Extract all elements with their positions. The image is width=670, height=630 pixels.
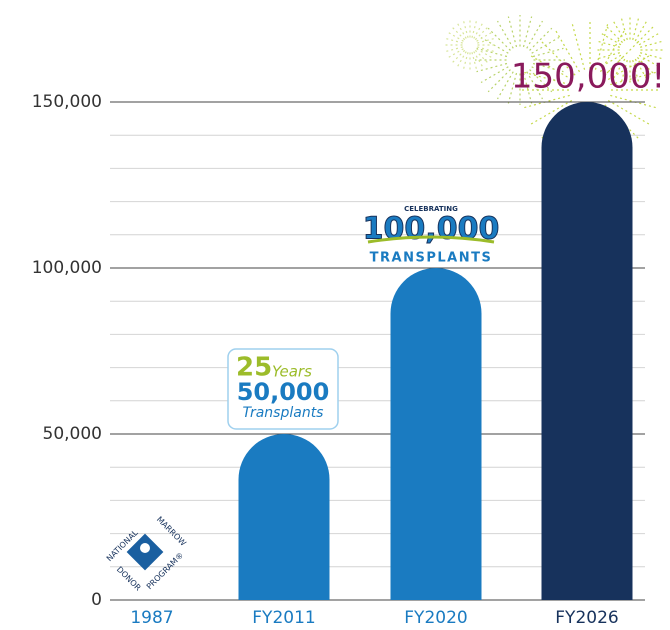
badge-25-years: 25 Years 50,000 Transplants xyxy=(227,348,339,430)
firework-ray xyxy=(604,104,640,140)
firework-ray xyxy=(529,69,553,93)
firework-ray xyxy=(634,19,649,42)
y-tick-label: 100,000 xyxy=(32,258,102,278)
y-tick-label: 50,000 xyxy=(43,424,102,444)
firework-ray xyxy=(526,71,544,100)
firework-ray xyxy=(531,36,560,54)
firework-ray xyxy=(522,71,570,86)
firework-ray xyxy=(637,57,656,76)
firework-ray xyxy=(529,27,553,51)
firework-ray xyxy=(604,24,623,43)
firework-ray xyxy=(599,29,626,73)
firework-ray xyxy=(456,51,467,67)
logo: NATIONAL MARROW DONOR PROGRAM® xyxy=(105,515,188,593)
badge-word: Years xyxy=(272,363,312,381)
firework-ray xyxy=(607,54,651,81)
firework-ray xyxy=(637,24,656,43)
firework-ray xyxy=(611,58,626,81)
firework-ray xyxy=(599,31,622,46)
firework-ray xyxy=(522,16,533,48)
logo-text: DONOR xyxy=(115,565,143,593)
badge-caption: TRANSPLANTS xyxy=(370,251,493,266)
firework-ray xyxy=(554,29,581,73)
badge-count: 50,000 xyxy=(237,378,330,406)
firework-ray xyxy=(448,31,464,42)
firework-ray xyxy=(456,23,467,39)
firework-ray xyxy=(529,99,573,126)
firework-ray xyxy=(496,20,514,49)
firework-ray xyxy=(445,46,463,53)
firework-ray xyxy=(531,66,560,84)
firework-ray xyxy=(445,37,463,44)
x-tick-label: 1987 xyxy=(130,608,173,628)
firework-ray xyxy=(471,52,478,70)
bar xyxy=(541,102,633,601)
firework-ray xyxy=(522,94,570,109)
logo-flower xyxy=(140,543,150,553)
firework-ray xyxy=(487,27,511,51)
firework-ray xyxy=(604,57,623,76)
firework-ray xyxy=(610,94,658,109)
firework-ray xyxy=(477,46,495,53)
firework-ray xyxy=(473,51,484,67)
firework-ray xyxy=(476,47,508,58)
firework-ray xyxy=(462,52,469,70)
firework-ray xyxy=(604,40,640,76)
firework-ray xyxy=(532,47,564,58)
firework-ray xyxy=(599,54,622,69)
badge-number: 25 xyxy=(236,353,272,383)
firework-ray xyxy=(480,66,509,84)
firework-ray xyxy=(596,52,621,60)
fireworks xyxy=(445,15,665,160)
firework-ray xyxy=(639,40,664,48)
badge-caption: Transplants xyxy=(243,405,324,421)
firework-ray xyxy=(611,19,626,42)
firework-ray xyxy=(620,16,628,41)
firework-ray xyxy=(632,59,640,84)
x-tick-label: FY2020 xyxy=(404,608,467,628)
logo-text: MARROW xyxy=(155,515,188,548)
firework-ray xyxy=(496,71,514,100)
firework-ray xyxy=(522,72,533,104)
firework-ray xyxy=(480,36,509,54)
firework-ray xyxy=(594,22,609,70)
firework-ray xyxy=(607,99,651,126)
firework-ray xyxy=(634,58,649,81)
badge-100000: CELEBRATING 100,000 TRANSPLANTS xyxy=(362,205,500,266)
firework-ray xyxy=(507,72,518,104)
firework-ray xyxy=(532,62,564,73)
firework-ray xyxy=(529,54,573,81)
badge-swoosh xyxy=(367,235,495,244)
firework-ray xyxy=(462,20,469,38)
bar xyxy=(238,434,330,600)
y-tick-label: 0 xyxy=(91,590,102,610)
badge-top: CELEBRATING xyxy=(404,205,458,213)
firework-ray xyxy=(620,59,628,84)
firework-ray xyxy=(476,48,492,59)
firework-ray xyxy=(473,23,484,39)
firework-ray xyxy=(471,20,478,38)
firework-ray xyxy=(487,69,511,93)
firework-ray xyxy=(571,22,586,70)
highlight-label: 150,000! xyxy=(511,57,665,97)
bar xyxy=(390,268,482,600)
firework-ray xyxy=(476,31,492,42)
firework-ray xyxy=(596,40,621,48)
firework-ray xyxy=(632,16,640,41)
firework-ray xyxy=(507,16,518,48)
firework-ray xyxy=(639,52,664,60)
firework-ray xyxy=(638,31,661,46)
x-tick-label: FY2011 xyxy=(252,608,315,628)
firework-ray xyxy=(540,40,576,76)
plot: 0 50,000 100,000 150,000 1987 FY2011 FY2020 FY2… xyxy=(32,92,645,628)
x-tick-label: FY2026 xyxy=(555,608,618,628)
firework-ray xyxy=(448,48,464,59)
firework-ray xyxy=(526,20,544,49)
badge-frame xyxy=(227,348,339,430)
y-tick-label: 150,000 xyxy=(32,92,102,112)
firework-ray xyxy=(638,54,661,69)
firework-ray xyxy=(610,71,658,86)
firework-ray xyxy=(476,62,508,73)
